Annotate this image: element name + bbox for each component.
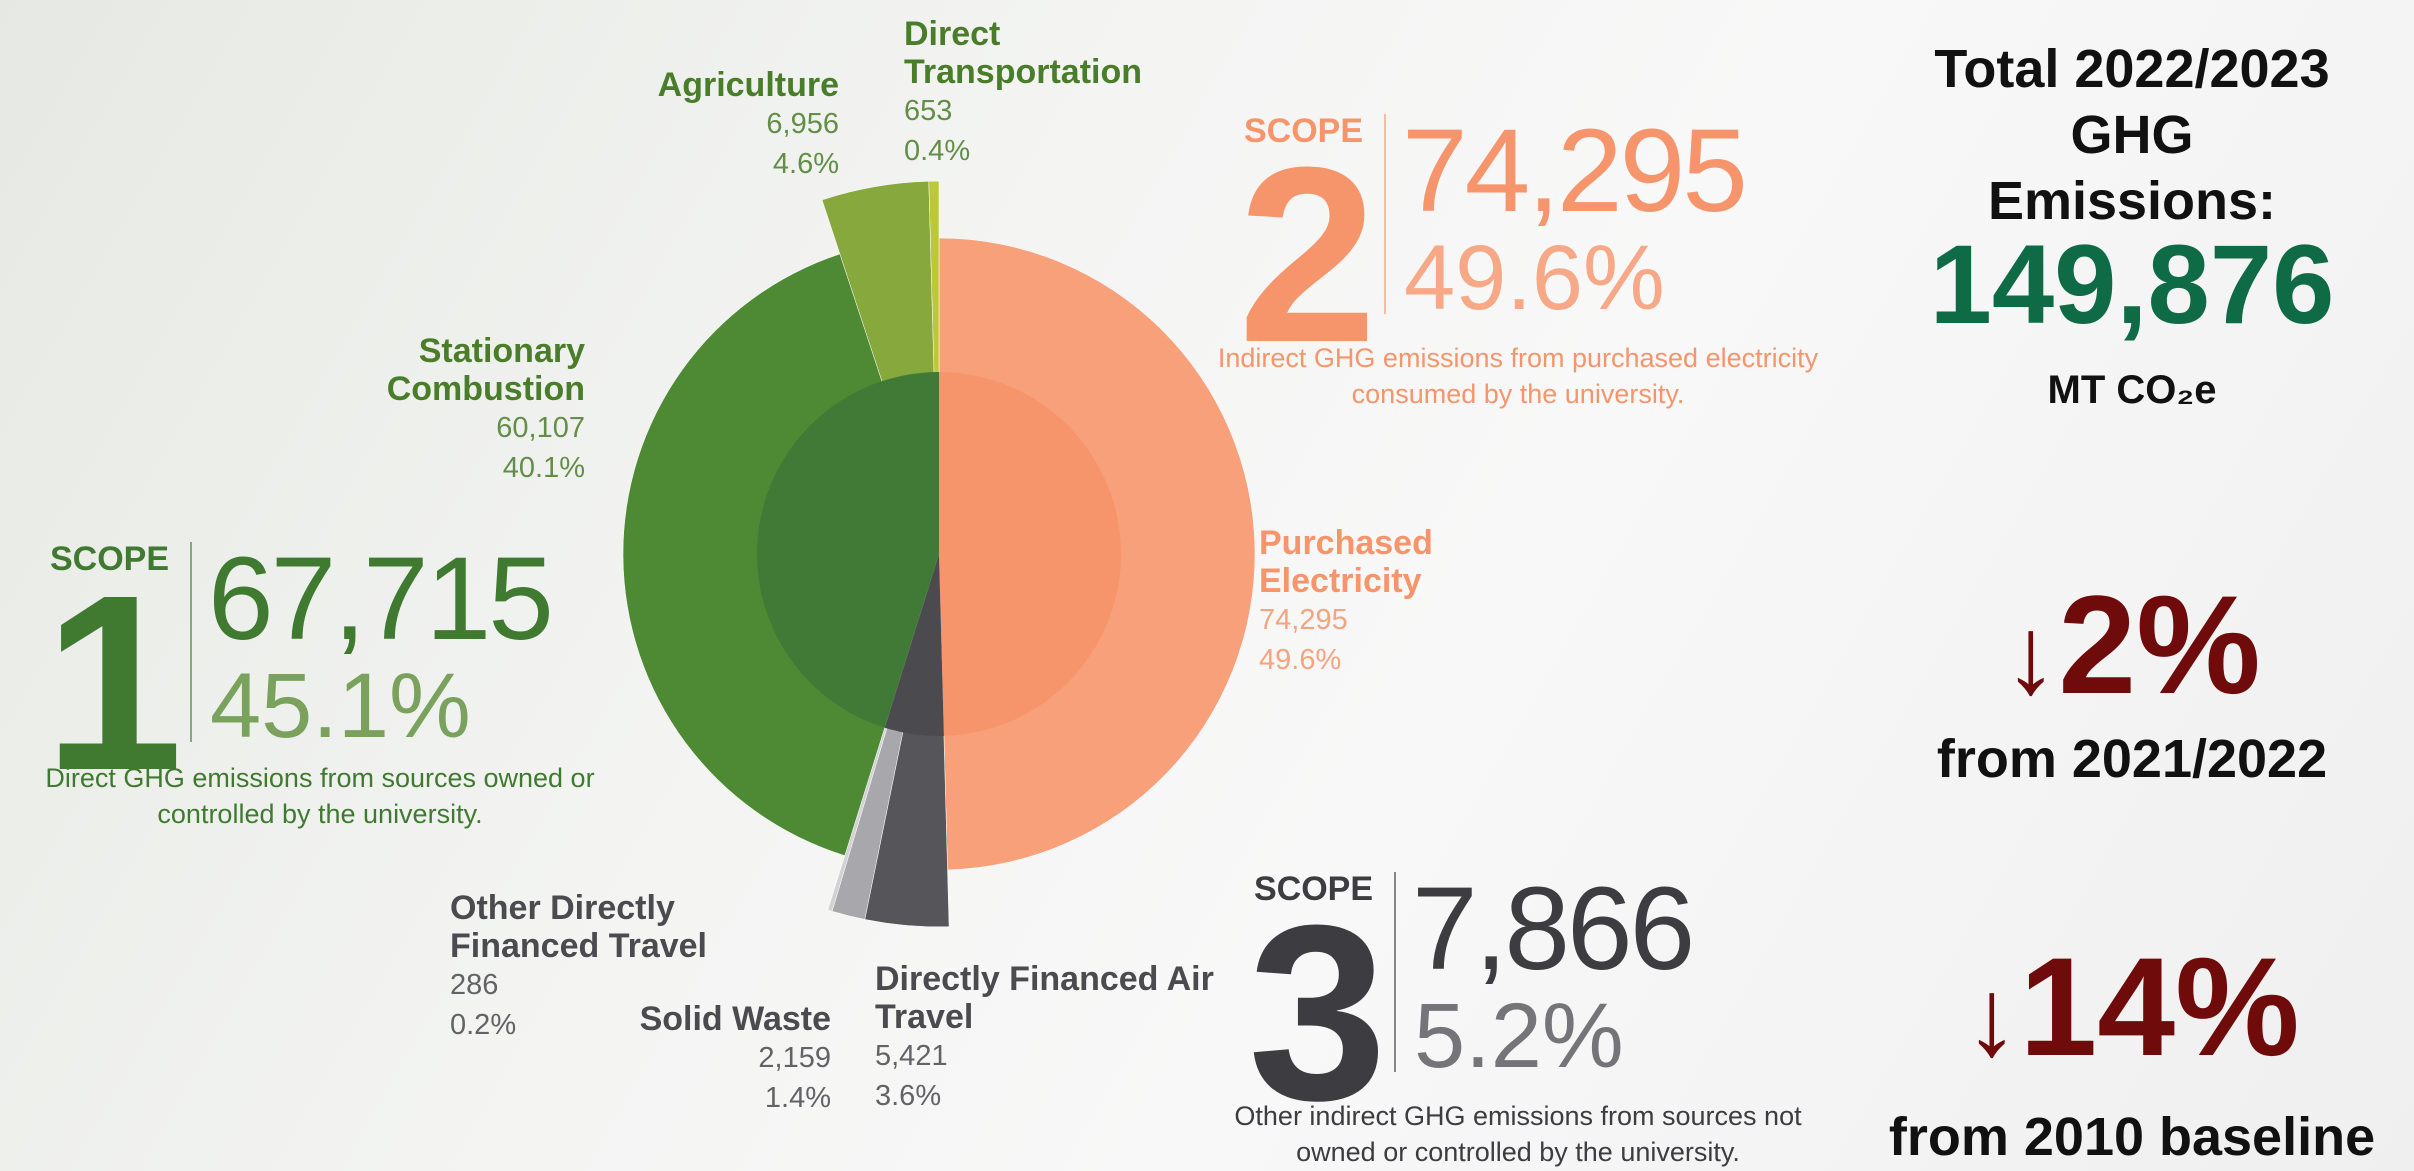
scope-word: SCOPE <box>1244 112 1364 150</box>
source-name: Other Directly Financed Travel <box>450 889 707 965</box>
source-name: Directly Financed Air Travel <box>875 960 1214 1036</box>
source-label: Purchased Electricity 74,295 49.6% <box>1259 524 1519 680</box>
unit: MT CO₂e <box>2047 368 2217 412</box>
scope-value: 7,866 <box>1412 863 1695 995</box>
scope-divider <box>190 542 192 742</box>
source-value: 2,159 <box>758 1042 831 1074</box>
change-text: from 2010 baseline <box>1888 1107 2376 1167</box>
scope-divider <box>1384 114 1386 314</box>
change-value: 14% <box>2019 928 2300 1085</box>
source-name: Stationary Combustion <box>386 332 585 408</box>
source-percent: 3.6% <box>875 1080 942 1112</box>
source-percent: 49.6% <box>1259 644 1342 676</box>
source-percent: 0.4% <box>904 135 971 167</box>
scope-number: 2 <box>1238 115 1378 394</box>
source-value: 74,295 <box>1259 604 1348 636</box>
source-label: Directly Financed Air Travel 5,421 3.6% <box>875 960 1215 1116</box>
source-value: 60,107 <box>496 412 585 444</box>
scope-percent: 5.2% <box>1414 985 1624 1087</box>
change-text: from 2021/2022 <box>1936 729 2328 789</box>
scope-value: 74,295 <box>1402 105 1748 237</box>
scope-number: 3 <box>1248 873 1388 1152</box>
source-label: Other Directly Financed Travel 286 0.2% <box>450 889 750 1045</box>
scope-description: Direct GHG emissions from sources owned … <box>45 763 595 829</box>
scope-word: SCOPE <box>50 540 170 578</box>
source-name: Purchased Electricity <box>1259 524 1433 600</box>
source-label: Direct Transportation 653 0.4% <box>904 15 1194 171</box>
change-1: ↓2% <box>2003 566 2261 723</box>
scope-wedge <box>884 554 944 736</box>
source-value: 286 <box>450 969 499 1001</box>
source-label: Solid Waste 2,159 1.4% <box>531 1000 831 1118</box>
title: Total 2022/2023 GHG Emissions: <box>1934 39 2330 231</box>
source-value: 5,421 <box>875 1040 948 1072</box>
scope-description: Other indirect GHG emissions from source… <box>1234 1101 1802 1167</box>
scope-wedge <box>756 372 939 728</box>
change-2: ↓14% <box>1964 928 2300 1085</box>
source-name: Direct Transportation <box>904 15 1143 91</box>
source-name: Solid Waste <box>639 1000 831 1038</box>
scope-percent: 49.6% <box>1404 227 1665 329</box>
scope-wedge <box>939 372 1122 736</box>
source-label: Stationary Combustion 60,107 40.1% <box>355 332 585 488</box>
source-percent: 1.4% <box>764 1082 831 1114</box>
scope-description: Indirect GHG emissions from purchased el… <box>1217 343 1819 409</box>
source-value: 653 <box>904 95 953 127</box>
source-percent: 0.2% <box>450 1009 517 1041</box>
scope-word: SCOPE <box>1254 870 1374 908</box>
source-percent: 40.1% <box>502 452 585 484</box>
scope-number: 1 <box>44 543 184 822</box>
source-name: Agriculture <box>657 66 839 104</box>
scope-percent: 45.1% <box>210 655 471 757</box>
change-value: 2% <box>2058 566 2261 723</box>
total: 149,876 <box>1929 222 2335 347</box>
source-label: Agriculture 6,956 4.6% <box>589 66 839 184</box>
source-value: 6,956 <box>766 108 839 140</box>
source-percent: 4.6% <box>772 148 839 180</box>
scope-value: 67,715 <box>208 533 554 665</box>
scope-divider <box>1394 872 1396 1072</box>
